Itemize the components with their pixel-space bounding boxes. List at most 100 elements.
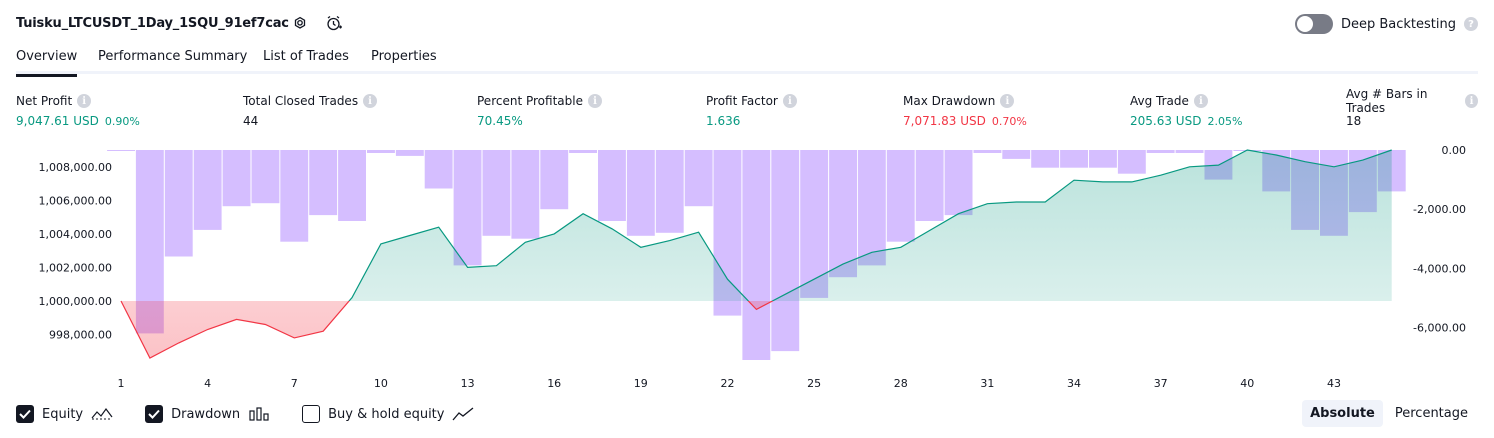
x-tick-label: 37 bbox=[1154, 377, 1168, 390]
strategy-title: Tuisku_LTCUSDT_1Day_1SQU_91ef7cac bbox=[16, 16, 289, 31]
y-tick-label-left: 1,008,000.00 bbox=[39, 161, 112, 174]
buy-hold-checkbox[interactable] bbox=[302, 405, 321, 423]
legend-drawdown[interactable]: Drawdown bbox=[145, 405, 270, 423]
legend-buy-hold[interactable]: Buy & hold equity bbox=[302, 405, 474, 423]
y-tick-label-left: 1,002,000.00 bbox=[39, 261, 112, 274]
x-tick-label: 28 bbox=[894, 377, 908, 390]
drawdown-bar bbox=[511, 150, 540, 239]
y-axis-left: 1,008,000.00 1,006,000.00 1,004,000.00 1,00… bbox=[39, 161, 112, 342]
metric-total-closed-trades: Total Closed Trades i 44 bbox=[243, 93, 378, 128]
equity-checkbox[interactable] bbox=[16, 405, 34, 423]
metric-profit-factor: Profit Factor i 1.636 bbox=[706, 93, 797, 128]
drawdown-bar bbox=[395, 150, 424, 156]
metric-label: Total Closed Trades bbox=[243, 94, 359, 108]
bar-chart-icon bbox=[249, 407, 269, 421]
drawdown-bar bbox=[655, 150, 684, 233]
drawdown-checkbox[interactable] bbox=[145, 405, 164, 423]
metric-value: 44 bbox=[243, 114, 259, 128]
drawdown-bar bbox=[1175, 150, 1204, 153]
y-tick-label-right: -2,000.00 bbox=[1413, 203, 1466, 216]
value-mode-switch: Absolute Percentage bbox=[1302, 400, 1476, 427]
help-icon[interactable]: ? bbox=[1464, 17, 1478, 31]
drawdown-bar bbox=[540, 150, 569, 210]
x-tick-label: 7 bbox=[291, 377, 298, 390]
absolute-mode-button[interactable]: Absolute bbox=[1302, 400, 1383, 427]
drawdown-bar bbox=[886, 150, 915, 242]
x-tick-label: 19 bbox=[634, 377, 648, 390]
tab-overview[interactable]: Overview bbox=[16, 49, 78, 77]
info-icon[interactable]: i bbox=[1465, 94, 1478, 108]
info-icon[interactable]: i bbox=[363, 94, 378, 108]
y-tick-label-left: 998,000.00 bbox=[49, 329, 112, 342]
metric-label: Max Drawdown bbox=[903, 94, 996, 108]
alarm-add-icon[interactable] bbox=[323, 12, 345, 34]
drawdown-bar bbox=[569, 150, 597, 153]
metric-label: Avg # Bars in Trades bbox=[1346, 87, 1428, 115]
metric-net-profit: Net Profit i 9,047.61 USD 0.90% bbox=[16, 93, 140, 128]
metric-percent: 2.05% bbox=[1207, 115, 1243, 128]
drawdown-bar bbox=[309, 150, 338, 216]
info-icon[interactable]: i bbox=[1193, 94, 1208, 108]
x-tick-label: 13 bbox=[461, 377, 475, 390]
drawdown-bar bbox=[280, 150, 309, 242]
info-icon[interactable]: i bbox=[1000, 94, 1015, 108]
drawdown-bar bbox=[1146, 150, 1175, 153]
drawdown-bar bbox=[800, 150, 829, 298]
info-icon[interactable]: i bbox=[782, 94, 797, 108]
x-tick-label: 40 bbox=[1240, 377, 1254, 390]
drawdown-bar bbox=[251, 150, 280, 204]
info-icon[interactable]: i bbox=[587, 94, 602, 108]
metric-label: Profit Factor bbox=[706, 94, 778, 108]
equity-area bbox=[121, 150, 1392, 358]
deep-backtesting-toggle[interactable] bbox=[1294, 14, 1333, 34]
metric-label: Avg Trade bbox=[1130, 94, 1189, 108]
legend-buy-hold-label: Buy & hold equity bbox=[328, 406, 445, 422]
metric-value: 9,047.61 USD bbox=[16, 114, 99, 128]
y-tick-label-right: -4,000.00 bbox=[1413, 262, 1466, 275]
settings-icon[interactable] bbox=[289, 12, 311, 34]
x-tick-label: 10 bbox=[374, 377, 388, 390]
drawdown-bar bbox=[973, 150, 1002, 153]
x-tick-label: 1 bbox=[118, 377, 125, 390]
metric-value: 7,071.83 USD bbox=[903, 114, 986, 128]
legend-drawdown-label: Drawdown bbox=[171, 406, 241, 422]
drawdown-bar bbox=[453, 150, 482, 266]
y-axis-right: 0.00 -2,000.00 -4,000.00 -6,000.00 bbox=[1413, 144, 1466, 335]
legend-equity[interactable]: Equity bbox=[16, 405, 113, 423]
drawdown-bar bbox=[193, 150, 222, 230]
x-tick-label: 22 bbox=[721, 377, 735, 390]
x-tick-label: 4 bbox=[204, 377, 211, 390]
equity-line-loss bbox=[120, 301, 774, 359]
drawdown-bar bbox=[771, 150, 800, 352]
drawdown-bar bbox=[944, 150, 973, 216]
x-axis: 1 4 7 10 13 16 19 22 25 28 31 34 37 40 43 bbox=[118, 377, 1342, 390]
drawdown-bar bbox=[742, 150, 771, 360]
metric-value: 1.636 bbox=[706, 114, 741, 128]
equity-line-profit bbox=[121, 149, 1392, 301]
x-tick-label: 16 bbox=[547, 377, 561, 390]
drawdown-bar bbox=[684, 150, 713, 207]
metric-label: Net Profit bbox=[16, 94, 73, 108]
percentage-mode-button[interactable]: Percentage bbox=[1394, 406, 1468, 421]
drawdown-bar bbox=[164, 150, 193, 257]
metrics-bar: Net Profit i 9,047.61 USD 0.90% Total Clos… bbox=[16, 87, 1478, 133]
drawdown-bar bbox=[829, 150, 857, 278]
drawdown-bar bbox=[338, 150, 366, 221]
metric-percent: 0.70% bbox=[991, 115, 1027, 128]
y-tick-label-left: 1,000,000.00 bbox=[39, 295, 112, 308]
equity-drawdown-chart[interactable]: 1,008,000.00 1,006,000.00 1,004,000.00 1,00… bbox=[0, 140, 1494, 395]
equity-line bbox=[120, 149, 1392, 359]
trend-line-icon bbox=[452, 407, 474, 421]
info-icon[interactable]: i bbox=[77, 94, 92, 108]
metric-percent: 0.90% bbox=[104, 115, 140, 128]
x-tick-label: 31 bbox=[980, 377, 994, 390]
x-tick-label: 34 bbox=[1067, 377, 1081, 390]
tab-properties[interactable]: Properties bbox=[371, 49, 437, 64]
tab-list-of-trades[interactable]: List of Trades bbox=[263, 49, 349, 64]
drawdown-bar bbox=[1060, 150, 1088, 168]
x-tick-label: 43 bbox=[1327, 377, 1341, 390]
y-tick-label-right: -6,000.00 bbox=[1413, 322, 1466, 335]
metric-value: 70.45% bbox=[477, 114, 523, 128]
tab-performance-summary[interactable]: Performance Summary bbox=[98, 49, 248, 64]
drawdown-bar bbox=[626, 150, 655, 236]
